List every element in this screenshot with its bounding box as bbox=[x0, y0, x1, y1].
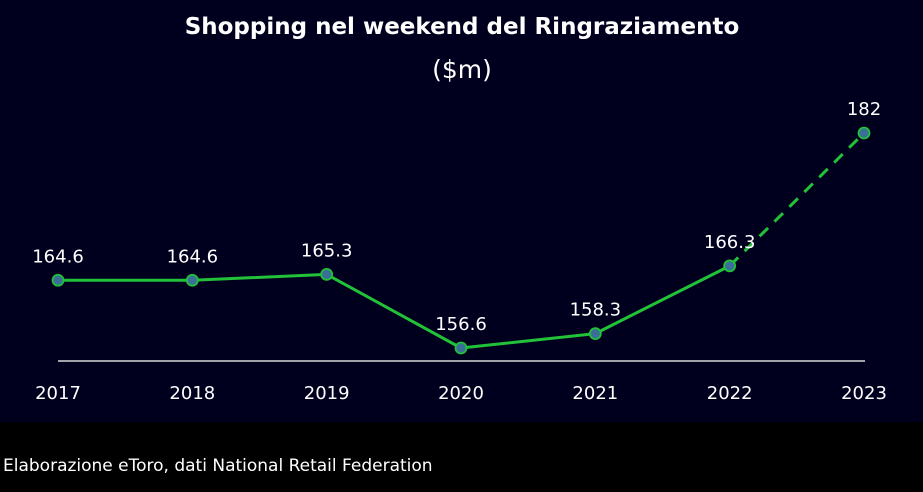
data-point-2021 bbox=[588, 327, 602, 341]
data-label-2019: 165.3 bbox=[301, 240, 353, 261]
data-label-2021: 158.3 bbox=[570, 300, 622, 321]
x-tick-2020: 2020 bbox=[438, 383, 484, 404]
data-label-2018: 164.6 bbox=[167, 246, 219, 267]
data-point-2020 bbox=[454, 341, 468, 355]
data-point-2019 bbox=[320, 267, 334, 281]
x-tick-2019: 2019 bbox=[304, 383, 350, 404]
x-tick-2022: 2022 bbox=[707, 383, 753, 404]
data-label-2023: 182 bbox=[847, 99, 881, 120]
chart-area: Shopping nel weekend del Ringraziamento … bbox=[32, 14, 887, 404]
data-point-2018 bbox=[185, 273, 199, 287]
data-label-2022: 166.3 bbox=[704, 232, 756, 253]
data-label-2020: 156.6 bbox=[435, 314, 487, 335]
x-tick-2021: 2021 bbox=[572, 383, 618, 404]
x-axis-ticks: 2017 2018 2019 2020 2021 2022 2023 bbox=[35, 383, 887, 404]
footer bbox=[0, 422, 923, 492]
line-chart: Shopping nel weekend del Ringraziamento … bbox=[32, 14, 887, 404]
series-line-dashed bbox=[728, 131, 866, 267]
x-tick-2017: 2017 bbox=[35, 383, 81, 404]
x-tick-2023: 2023 bbox=[841, 383, 887, 404]
chart-title: Shopping nel weekend del Ringraziamento bbox=[185, 14, 740, 40]
source-note: Elaborazione eToro, dati National Retail… bbox=[3, 456, 433, 476]
data-point-2023 bbox=[857, 126, 871, 140]
series-line-solid bbox=[58, 264, 731, 350]
data-label-2017: 164.6 bbox=[32, 246, 84, 267]
series-layer bbox=[51, 126, 871, 355]
chart-subtitle: ($m) bbox=[432, 55, 492, 84]
data-point-2017 bbox=[51, 273, 65, 287]
labels-layer: 164.6 164.6 165.3 156.6 158.3 166.3 182 bbox=[32, 99, 881, 335]
data-point-2022 bbox=[723, 259, 737, 273]
x-tick-2018: 2018 bbox=[169, 383, 215, 404]
